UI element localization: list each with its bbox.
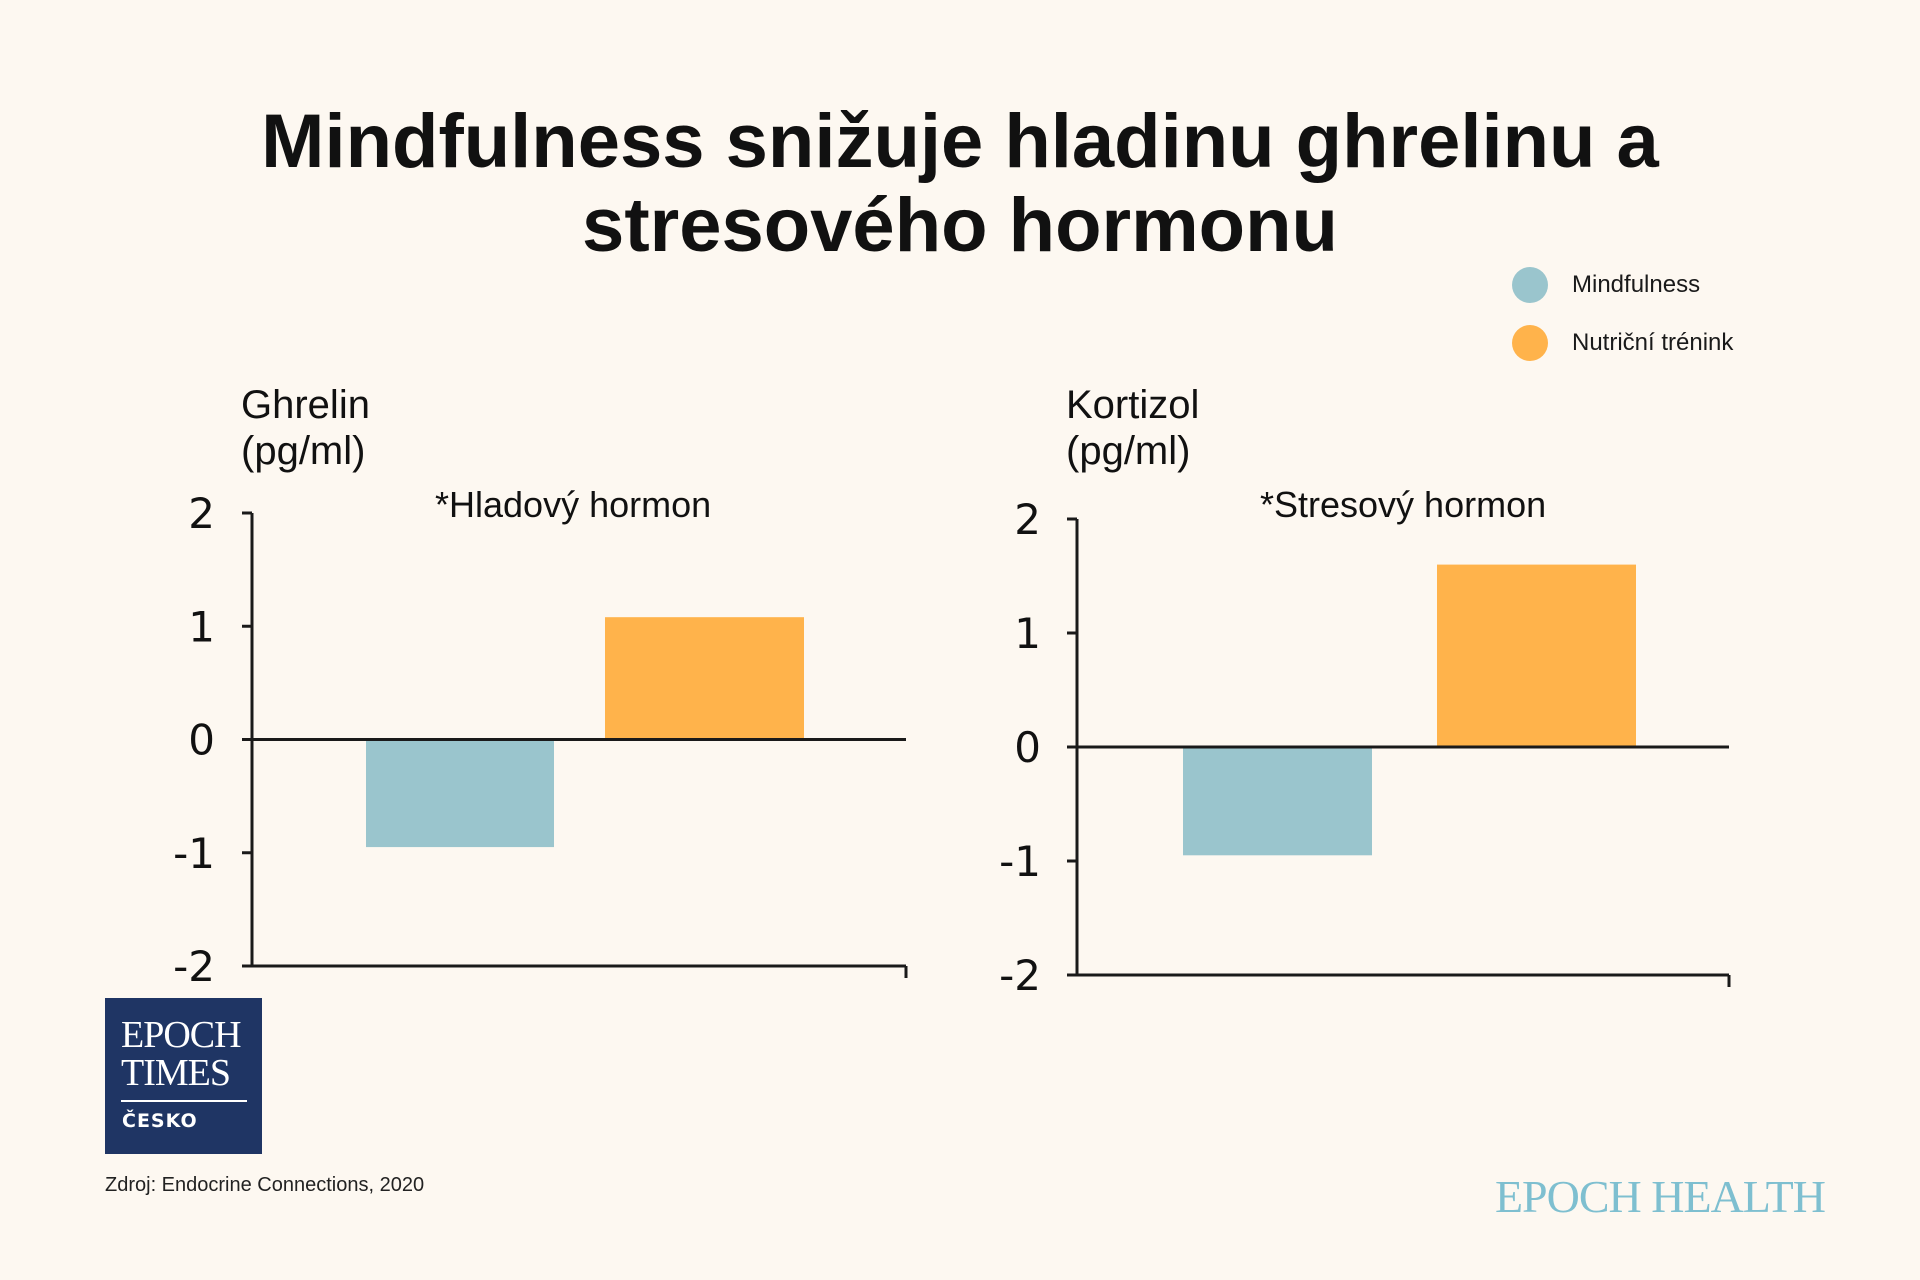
chart-title: Mindfulness snižuje hladinu ghrelinu a s… [160,100,1760,268]
chart-ghrelin: Ghrelin(pg/ml) *Hladový hormon 2 1 0 -1 -2 [173,383,908,991]
legend-label-mindfulness: Mindfulness [1572,271,1701,298]
legend-label-nutricni-trenink: Nutriční trénink [1572,329,1734,356]
y-tick-label: 2 [188,489,215,538]
y-tick-label: 2 [1014,495,1041,544]
y-tick-label: 1 [188,602,215,651]
y-tick-label: 0 [188,716,215,765]
y-axis-label-line-2: (pg/ml) [241,429,365,473]
logo-line-2: TIMES [121,1052,231,1094]
bar-mindfulness [366,739,554,848]
logo-divider [121,1100,247,1102]
chart-annotation: *Stresový hormon [1260,484,1546,525]
legend-swatch-nutricni-trenink [1512,325,1548,361]
y-tick-label: -1 [999,837,1041,886]
y-tick-label: 1 [1014,609,1041,658]
legend-item-mindfulness: Mindfulness [1512,256,1733,314]
bar-nutri-n-tr-nink [605,617,804,740]
y-tick-label: -1 [173,829,215,878]
legend: Mindfulness Nutriční trénink [1512,256,1733,372]
y-tick-label: -2 [999,951,1041,1000]
y-axis-label-line-1: Kortizol [1066,383,1199,427]
legend-swatch-mindfulness [1512,267,1548,303]
legend-item-nutricni-trenink: Nutriční trénink [1512,314,1733,372]
title-line-1: Mindfulness snižuje hladinu ghrelinu a [261,99,1659,184]
epoch-health-brand: EPOCH HEALTH [1494,1171,1826,1222]
chart-kortizol: Kortizol(pg/ml) *Stresový hormon 2 1 0 -1 -2 [999,383,1731,1000]
y-tick-label: 0 [1014,723,1041,772]
bar-nutri-n-tr-nink [1437,564,1636,747]
epoch-times-logo: EPOCH TIMES ČESKO [105,998,262,1154]
logo-subtitle: ČESKO [122,1110,198,1132]
bar-mindfulness [1183,747,1372,856]
logo-line-1: EPOCH [121,1014,242,1056]
y-axis-label-line-2: (pg/ml) [1066,429,1190,473]
y-axis-label-line-1: Ghrelin [241,383,370,427]
source-note: Zdroj: Endocrine Connections, 2020 [105,1174,425,1196]
chart-annotation: *Hladový hormon [435,484,711,525]
title-line-2: stresového hormonu [582,183,1338,268]
y-tick-label: -2 [173,942,215,991]
